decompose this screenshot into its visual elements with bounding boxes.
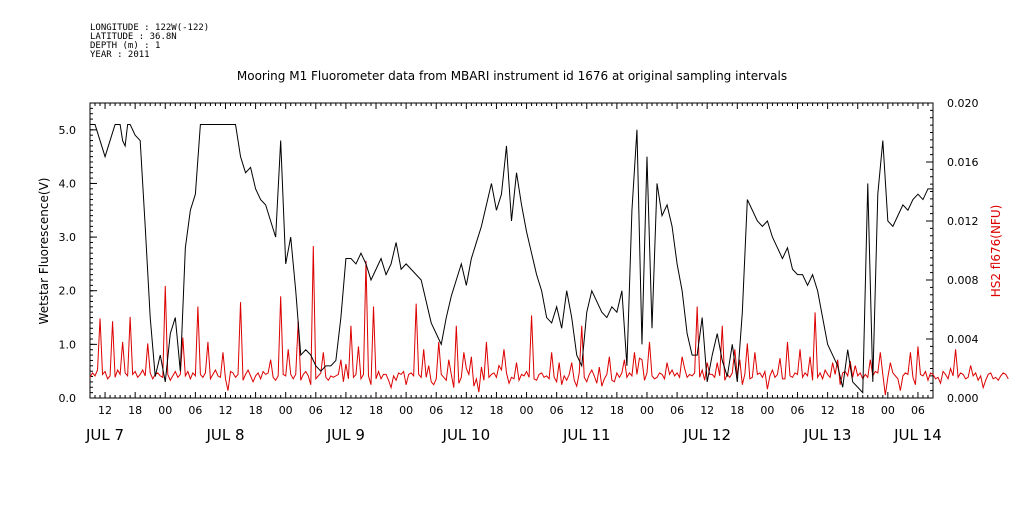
y-right-tick-label: 0.020 (947, 97, 979, 110)
y-left-tick-label: 1.0 (59, 338, 77, 351)
x-day-label: JUL 7 (85, 426, 124, 444)
x-hour-tick-label: 00 (399, 404, 413, 417)
x-hour-tick-label: 12 (459, 404, 473, 417)
x-day-label: JUL 8 (205, 426, 244, 444)
y-right-tick-label: 0.016 (947, 156, 979, 169)
header-info: LONGITUDE : 122W(-122) LATITUDE : 36.8N … (90, 23, 209, 60)
x-hour-tick-label: 00 (640, 404, 654, 417)
x-hour-tick-label: 18 (489, 404, 503, 417)
x-hour-tick-label: 12 (700, 404, 714, 417)
y-left-axis-label: Wetstar Fluorescence(V) (37, 178, 51, 325)
series-hs2-fl676-line (89, 246, 1009, 396)
x-hour-tick-label: 06 (670, 404, 684, 417)
y-right-tick-label: 0.000 (947, 392, 979, 405)
header-depth: DEPTH (m) : 1 (90, 41, 160, 51)
x-hour-tick-label: 18 (851, 404, 865, 417)
series-layer (89, 123, 1009, 396)
x-day-label: JUL 11 (562, 426, 611, 444)
x-hour-tick-label: 12 (580, 404, 594, 417)
x-hour-tick-label: 06 (791, 404, 805, 417)
x-hour-tick-label: 06 (309, 404, 323, 417)
series-wetstar-fluorescence-line (90, 123, 933, 394)
header-year: YEAR : 2011 (90, 50, 150, 60)
x-hour-tick-label: 06 (188, 404, 202, 417)
x-hour-tick-label: 12 (98, 404, 112, 417)
x-hour-tick-label: 18 (730, 404, 744, 417)
y-right-tick-label: 0.008 (947, 274, 979, 287)
x-hour-tick-label: 00 (158, 404, 172, 417)
header-latitude: LATITUDE : 36.8N (90, 32, 177, 42)
plot-frame (89, 102, 934, 399)
y-right-tick-label: 0.012 (947, 215, 979, 228)
chart-title: Mooring M1 Fluorometer data from MBARI i… (237, 69, 787, 83)
y-left-tick-label: 2.0 (59, 285, 77, 298)
x-hour-tick-label: 18 (128, 404, 142, 417)
x-hour-tick-label: 00 (520, 404, 534, 417)
y-left-tick-label: 3.0 (59, 231, 77, 244)
x-hour-tick-label: 18 (369, 404, 383, 417)
y-right-axis-label: HS2 fl676(NFU) (989, 205, 1003, 298)
y-left-tick-label: 4.0 (59, 177, 77, 190)
y-left-tick-label: 5.0 (59, 124, 77, 137)
header-longitude: LONGITUDE : 122W(-122) (90, 23, 209, 33)
y-left-tick-label: 0.0 (59, 392, 77, 405)
x-hour-tick-label: 00 (760, 404, 774, 417)
axes-layer: 12 18 00 06 12 18 00 06 12 18 00 06 12 18 00 06 12 18 00 06… (59, 97, 979, 444)
x-hour-tick-label: 06 (550, 404, 564, 417)
x-hour-tick-label: 00 (881, 404, 895, 417)
x-day-label: JUL 12 (682, 426, 731, 444)
y-right-tick-label: 0.004 (947, 333, 979, 346)
x-hour-tick-label: 06 (429, 404, 443, 417)
x-day-label: JUL 10 (442, 426, 491, 444)
x-hour-tick-label: 12 (339, 404, 353, 417)
x-day-label: JUL 13 (803, 426, 852, 444)
x-hour-tick-label: 12 (218, 404, 232, 417)
x-hour-tick-label: 18 (249, 404, 263, 417)
x-day-label: JUL 14 (893, 426, 942, 444)
x-hour-tick-label: 12 (821, 404, 835, 417)
x-day-label: JUL 9 (326, 426, 365, 444)
x-hour-tick-label: 06 (911, 404, 925, 417)
x-hour-tick-label: 00 (279, 404, 293, 417)
x-hour-tick-label: 18 (610, 404, 624, 417)
